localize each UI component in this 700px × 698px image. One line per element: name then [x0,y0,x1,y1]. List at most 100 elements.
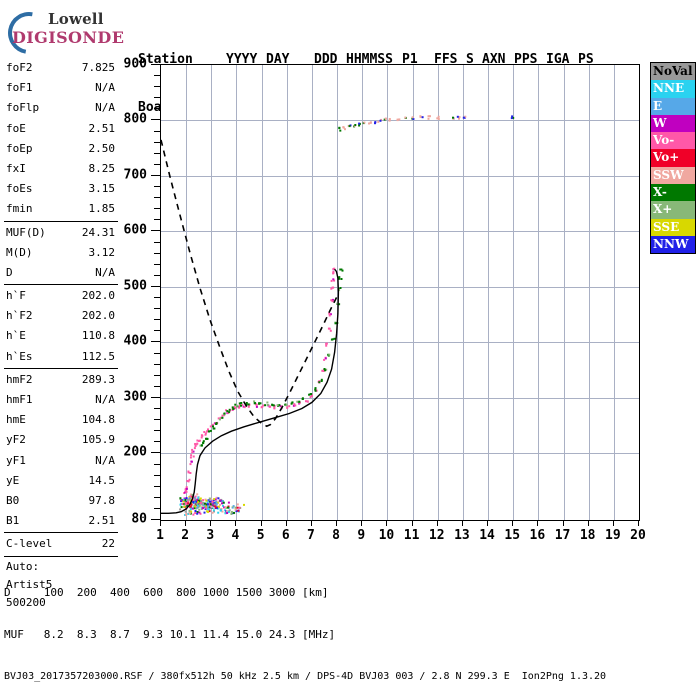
data-point [196,498,199,501]
data-point [464,115,467,118]
gridline-horizontal [161,287,639,288]
data-point [330,287,333,290]
data-point [374,121,377,124]
data-point [190,510,193,513]
data-point [209,505,212,508]
data-point [197,496,200,499]
data-point [206,503,209,506]
param-divider [4,532,118,534]
gridline-vertical [614,65,615,520]
gridline-vertical [312,65,313,520]
data-point [320,380,323,382]
data-point [318,381,321,384]
legend-item-vo-[interactable]: Vo+ [651,149,695,167]
param-note-text: Auto: [6,559,40,573]
data-point [236,503,239,506]
data-point [511,115,514,118]
legend-item-vo-[interactable]: Vo- [651,132,695,150]
data-point [188,509,191,512]
legend-item-nnw[interactable]: NNW [651,235,695,254]
data-point [213,503,216,506]
series-muf-d-dashed-curve [161,139,340,428]
data-point [185,499,188,502]
data-point [227,501,230,504]
data-point [292,404,295,407]
data-point [305,400,307,403]
data-point [374,122,376,125]
data-point [339,268,342,271]
data-point [185,503,188,506]
data-point [200,436,203,439]
param-row: foF1 N/A [4,78,118,98]
gridline-vertical [413,65,414,520]
data-point [223,506,226,509]
data-point [288,405,291,408]
param-row: foF2 7.825 [4,58,118,78]
data-point [226,506,229,509]
x-tick-label: 17 [554,528,571,543]
ionogram-plot[interactable] [160,64,640,521]
y-tick [154,108,160,109]
x-tick-label: 20 [630,528,646,543]
data-point [332,268,335,270]
data-point [314,389,317,392]
polarization-legend[interactable]: NoVal NNE E W Vo- Vo+ SSW X- X+ SSE NNW [650,62,696,255]
gridline-vertical [287,65,288,520]
data-point [206,501,209,504]
data-point [228,411,231,414]
data-point [452,116,454,119]
data-point [236,506,239,509]
data-point [191,448,194,451]
y-tick [154,430,160,431]
data-point [207,508,210,511]
param-key: hmF2 [6,372,33,386]
data-point [209,429,212,432]
param-row: B0 97.8 [4,491,118,511]
legend-item-sse[interactable]: SSE [651,218,695,236]
data-point [189,504,192,507]
data-point [272,404,275,407]
param-key: B1 [6,514,20,528]
data-point [344,128,346,131]
y-tick-label: 600 [123,222,147,238]
data-point [217,505,220,508]
param-note: Artist5 [4,576,118,594]
data-point [261,405,264,408]
plot-gridlines [161,65,639,520]
param-value: 3.12 [88,245,116,259]
data-point [189,463,192,466]
legend-item-w[interactable]: W [651,114,695,133]
legend-item-x-[interactable]: X+ [651,201,695,219]
legend-item-x-[interactable]: X- [651,184,695,202]
data-point [412,118,415,120]
data-point [241,403,244,406]
data-point [238,406,241,409]
data-point [232,505,235,508]
data-point [354,124,357,126]
data-point [510,117,513,120]
y-tick [151,519,160,520]
legend-item-e[interactable]: E [651,97,695,115]
data-point [200,508,203,510]
data-point [212,509,215,512]
data-point [219,509,222,512]
data-point [196,506,199,509]
data-point [273,407,276,410]
data-point [340,278,343,280]
legend-item-nne[interactable]: NNE [651,80,695,98]
data-point [230,511,233,513]
data-point [294,404,297,407]
legend-item-noval[interactable]: NoVal [651,63,695,81]
param-value: 8.25 [88,161,116,175]
legend-item-ssw[interactable]: SSW [651,166,695,185]
footer-distance-row: D 100 200 400 600 800 1000 1500 3000 [km… [4,586,329,599]
data-point [188,512,191,515]
data-point [192,501,195,503]
data-point [358,124,361,127]
data-point [269,405,272,408]
y-tick [154,242,160,243]
gridline-horizontal [161,453,639,454]
data-point [189,495,192,498]
param-row: h`E 110.8 [4,326,118,346]
param-value: 22 [101,537,115,551]
